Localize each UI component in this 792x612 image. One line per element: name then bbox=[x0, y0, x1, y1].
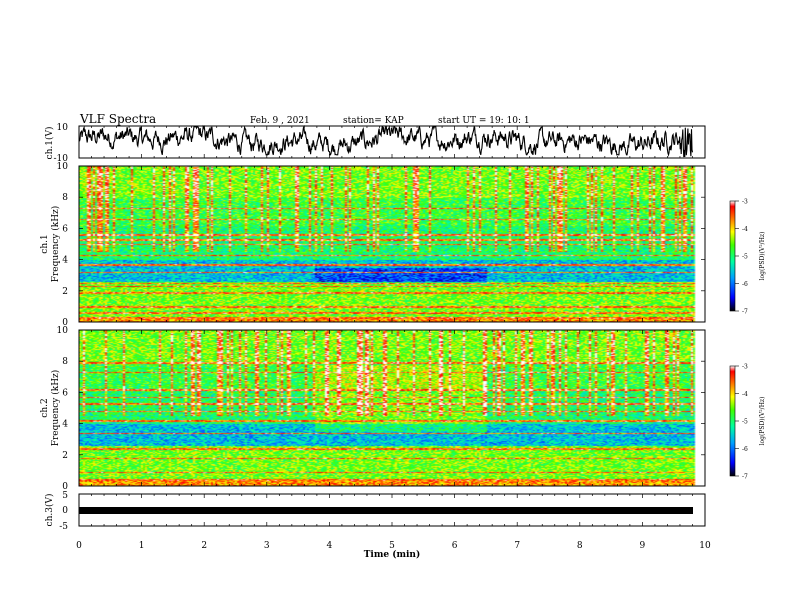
ch2-spectrogram-ylabel-1: ch.2 bbox=[40, 398, 50, 417]
time-tick-label: 2 bbox=[201, 541, 207, 551]
time-tick-label: 5 bbox=[389, 541, 395, 551]
date-label: Feb. 9 , 2021 bbox=[250, 116, 310, 126]
frequency-tick-label: 6 bbox=[62, 388, 68, 398]
ch2-colorbar-label: log(PSD)(V²/Hz) bbox=[759, 397, 766, 446]
ch1-spectrogram-yticks: 0 2 4 6 8 10 bbox=[57, 162, 705, 328]
time-tick-label: 8 bbox=[577, 541, 583, 551]
ch1-colorbar: -3 -4 -5 -6 -7 log(PSD)(V²/Hz) bbox=[729, 199, 766, 316]
time-tick-label: 4 bbox=[327, 541, 333, 551]
figure-title: VLF Spectra bbox=[79, 112, 156, 126]
frequency-tick-label: 4 bbox=[62, 420, 68, 430]
colorbar-tick-label: -3 bbox=[742, 199, 748, 206]
ch2-spectrogram-panel: 0 2 4 6 8 10 ch.2 Frequency (kHz) bbox=[40, 326, 706, 492]
frequency-tick-label: 0 bbox=[62, 318, 68, 328]
colorbar-tick-label: -4 bbox=[742, 391, 748, 398]
ch2-spectrogram-yticks: 0 2 4 6 8 10 bbox=[57, 326, 705, 492]
ch2-colorbar-ticks: -3 -4 -5 -6 -7 bbox=[735, 364, 748, 481]
ch1-ylabel: ch.1(V) bbox=[44, 127, 55, 160]
colorbar-tick-label: -6 bbox=[742, 446, 748, 453]
frequency-tick-label: 2 bbox=[62, 287, 68, 297]
time-tick-label: 10 bbox=[699, 541, 711, 551]
time-tick-label: 0 bbox=[76, 541, 82, 551]
ch1-waveform-line bbox=[78, 124, 694, 158]
frequency-tick-label: 0 bbox=[62, 482, 68, 492]
time-tick-label: 6 bbox=[452, 541, 458, 551]
ch1-spectrogram-xticks bbox=[78, 166, 706, 322]
frequency-tick-label: 8 bbox=[62, 357, 68, 367]
frequency-tick-label: 6 bbox=[62, 224, 68, 234]
time-tick-label: 3 bbox=[264, 541, 270, 551]
ch3-ylabel: ch.3(V) bbox=[44, 494, 55, 527]
ch2-spectrogram-xticks bbox=[78, 330, 706, 486]
colorbar-tick-label: -3 bbox=[742, 364, 748, 371]
ch3-ytick-top: 5 bbox=[62, 491, 68, 501]
ch3-waveform-band bbox=[79, 507, 693, 514]
ch1-ytick-top: 10 bbox=[57, 123, 69, 133]
ch1-ytick-bottom: -10 bbox=[54, 154, 69, 164]
ch1-spectrogram-panel: 0 2 4 6 8 10 ch.1 Frequency (kHz) bbox=[40, 162, 706, 328]
station-label: station= KAP bbox=[343, 116, 404, 126]
ch2-colorbar: -3 -4 -5 -6 -7 log(PSD)(V²/Hz) bbox=[729, 364, 766, 481]
ch2-spectrogram-image bbox=[79, 330, 705, 486]
frequency-tick-label: 2 bbox=[62, 451, 68, 461]
time-axis-title: Time (min) bbox=[364, 549, 421, 560]
ch1-xticks bbox=[78, 126, 706, 158]
colorbar-tick-label: -5 bbox=[742, 419, 748, 426]
ch2-spectrogram-ylabel-2: Frequency (kHz) bbox=[50, 370, 61, 447]
ch1-colorbar-label: log(PSD)(V²/Hz) bbox=[759, 232, 766, 281]
frequency-tick-label: 10 bbox=[57, 326, 69, 336]
ch1-spectrogram-image bbox=[79, 166, 705, 322]
time-axis-labels: 0 1 2 3 4 5 6 7 8 9 10 bbox=[76, 541, 711, 551]
colorbar-tick-label: -5 bbox=[742, 254, 748, 261]
colorbar-tick-label: -7 bbox=[742, 309, 748, 316]
ch3-xticks bbox=[78, 494, 706, 526]
time-tick-label: 9 bbox=[640, 541, 646, 551]
start-time-label: start UT = 19: 10: 1 bbox=[438, 116, 530, 126]
ch1-colorbar-ticks: -3 -4 -5 -6 -7 bbox=[735, 199, 748, 316]
frequency-tick-label: 4 bbox=[62, 256, 68, 266]
time-tick-label: 7 bbox=[514, 541, 520, 551]
colorbar-tick-label: -7 bbox=[742, 474, 748, 481]
ch1-spectrogram-ylabel-2: Frequency (kHz) bbox=[50, 206, 61, 283]
colorbar-tick-label: -4 bbox=[742, 226, 748, 233]
ch3-ytick-bottom: -5 bbox=[59, 522, 68, 532]
ch1-spectrogram-ylabel-1: ch.1 bbox=[40, 234, 50, 253]
colorbar-tick-label: -6 bbox=[742, 281, 748, 288]
frequency-tick-label: 8 bbox=[62, 193, 68, 203]
frequency-tick-label: 10 bbox=[57, 162, 69, 172]
ch1-waveform-panel: 10 -10 ch.1(V) bbox=[44, 123, 706, 164]
ch3-ytick-mid: 0 bbox=[62, 506, 68, 516]
ch3-waveform-panel: 5 0 -5 ch.3(V) 0 1 2 3 4 5 6 7 8 9 10 Time (min) bbox=[44, 491, 711, 560]
time-tick-label: 1 bbox=[139, 541, 145, 551]
